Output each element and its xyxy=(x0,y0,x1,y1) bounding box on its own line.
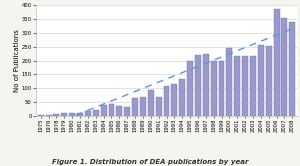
Bar xyxy=(156,97,162,116)
Text: Figure 1. Distribution of DEA publications by year: Figure 1. Distribution of DEA publicatio… xyxy=(52,159,248,165)
Bar xyxy=(234,56,240,116)
Bar xyxy=(203,54,209,116)
Bar xyxy=(132,98,138,116)
Bar xyxy=(211,61,217,116)
Bar xyxy=(140,97,146,116)
Bar xyxy=(85,111,91,116)
Bar xyxy=(101,105,106,116)
Bar xyxy=(53,114,59,116)
Bar xyxy=(274,9,280,116)
Bar xyxy=(242,56,248,116)
Bar xyxy=(179,79,185,116)
Bar xyxy=(77,113,83,116)
Bar xyxy=(258,45,264,116)
Bar xyxy=(266,46,272,116)
Y-axis label: No of Publications: No of Publications xyxy=(14,29,20,92)
Bar xyxy=(250,56,256,116)
Bar xyxy=(187,61,193,116)
Bar xyxy=(38,115,44,116)
Bar xyxy=(69,113,75,116)
Bar xyxy=(46,115,52,116)
Bar xyxy=(116,106,122,116)
Bar xyxy=(289,22,295,116)
Bar xyxy=(171,84,177,116)
Bar xyxy=(93,110,99,116)
Bar xyxy=(281,18,287,116)
Bar xyxy=(124,107,130,116)
Bar xyxy=(61,113,67,116)
Bar xyxy=(109,104,114,116)
Bar xyxy=(219,61,224,116)
Bar xyxy=(148,90,154,116)
Bar xyxy=(195,55,201,116)
Bar xyxy=(226,47,232,116)
Bar xyxy=(164,86,169,116)
